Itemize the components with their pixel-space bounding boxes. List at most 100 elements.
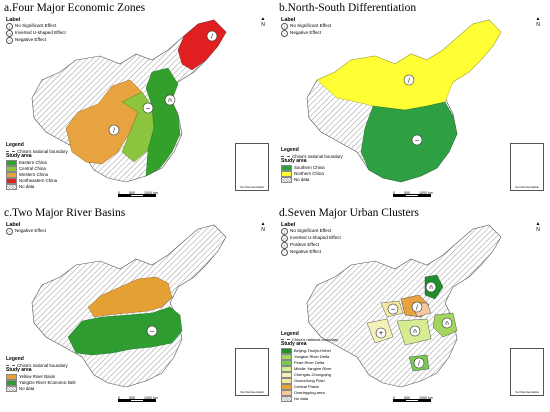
study-area-header: Study area <box>281 341 307 348</box>
negative-icon <box>411 134 423 146</box>
panel-four-economic-zones: / − ∩ / a.Four Major Economic Zones Label /… <box>2 2 273 205</box>
legend: Legend China's national boundary Study a… <box>6 142 68 190</box>
swatch-gp <box>281 377 292 384</box>
northeastern-china-region <box>177 19 227 71</box>
negative-icon <box>146 325 158 337</box>
compass: ▲ N <box>260 221 266 233</box>
marker-glyph: ∩ <box>168 97 172 104</box>
yangtze-river-belt-region <box>67 306 183 356</box>
no-significant-icon: / <box>6 23 13 30</box>
scale-bar <box>118 193 156 197</box>
panel-title: b.North-South Differentiation <box>279 2 417 14</box>
yellow-river-basin-region <box>87 276 173 318</box>
marker-glyph: / <box>416 304 419 311</box>
china-map: − <box>31 224 227 388</box>
inverted-u-icon <box>425 281 437 293</box>
label-header: Label <box>6 222 21 228</box>
inverted-u-icon: ∩ <box>6 30 13 37</box>
south-china-sea-inset: the China Sea Islands <box>510 348 544 396</box>
label-list: / No Significant Effect ∩ Inverted U-shape… <box>281 228 341 256</box>
panel-river-basins: − c.Two Major River Basins Label − Negati… <box>2 207 273 410</box>
marker-glyph: ∩ <box>413 328 417 335</box>
swatch-western <box>6 171 17 178</box>
no-significant-icon <box>206 30 218 42</box>
northern-china-region <box>316 19 502 111</box>
scale-bar <box>393 193 431 197</box>
south-china-sea-inset: the China Sea Islands <box>235 143 269 191</box>
boundary-line-icon <box>6 150 15 152</box>
swatch-nodata <box>6 385 17 392</box>
swatch-central <box>6 165 17 172</box>
swatch-eastern <box>6 159 17 166</box>
north-arrow-icon: ▲ <box>535 221 541 227</box>
china-map: / − ∩ / <box>31 19 227 183</box>
marker-glyph: − <box>390 306 395 313</box>
boundary-line-icon <box>6 364 15 366</box>
north-arrow-icon: ▲ <box>260 16 266 22</box>
no-significant-icon <box>411 301 423 313</box>
label-list: / No Significant Effect ∩ Inverted U-shape… <box>6 23 66 44</box>
legend: Legend China's national boundary Study a… <box>6 356 76 392</box>
no-significant-icon: / <box>281 228 288 235</box>
swatch-cp <box>281 383 292 390</box>
boundary-line-icon <box>281 339 290 341</box>
swatch-northern <box>281 170 292 177</box>
swatch-nodata <box>281 176 292 183</box>
marker-glyph: − <box>414 137 419 144</box>
marker-glyph: − <box>149 328 154 335</box>
no-significant-icon <box>108 124 120 136</box>
boundary-line-icon <box>281 155 290 157</box>
panel-title: c.Two Major River Basins <box>4 207 126 219</box>
marker-glyph: / <box>418 360 421 367</box>
legend: Legend China's national boundary Study a… <box>281 331 339 402</box>
scale-labels: 05001000 km <box>393 396 433 400</box>
negative-icon: − <box>281 30 288 37</box>
label-list: / No Significant Effect − Negative Effect <box>281 23 331 37</box>
marker-glyph: ∩ <box>445 320 449 327</box>
scale-bar <box>118 398 156 402</box>
negative-icon <box>142 102 154 114</box>
scale-bar <box>393 398 431 402</box>
swatch-yellow-river <box>6 373 17 380</box>
marker-glyph: / <box>408 77 411 84</box>
southern-china-region <box>360 101 458 183</box>
china-map: /− <box>306 19 502 183</box>
study-area-header: Study area <box>281 158 307 165</box>
marker-glyph: / <box>113 127 116 134</box>
panel-north-south: / − b.North-South Differentiation Label /… <box>277 2 548 205</box>
legend-header: Legend <box>6 356 24 362</box>
compass: ▲ N <box>260 16 266 28</box>
negative-icon: − <box>281 249 288 256</box>
negative-icon: − <box>6 228 13 235</box>
negative-icon <box>387 303 399 315</box>
inverted-u-icon: ∩ <box>281 235 288 242</box>
label-list: − Negative Effect <box>6 228 46 235</box>
inverted-u-icon <box>164 94 176 106</box>
north-arrow-icon: ▲ <box>535 16 541 22</box>
marker-glyph: ∩ <box>429 284 433 291</box>
positive-icon <box>375 327 387 339</box>
swatch-southern <box>281 164 292 171</box>
positive-icon: + <box>281 242 288 249</box>
scale-labels: 05001000 km <box>393 191 433 195</box>
swatch-overlap <box>281 389 292 396</box>
panel-title: d.Seven Major Urban Clusters <box>279 207 419 219</box>
north-arrow-icon: ▲ <box>260 221 266 227</box>
south-china-sea-inset: the China Sea Islands <box>235 348 269 396</box>
marker-glyph: − <box>145 105 150 112</box>
panel-urban-clusters: ∩ / − ∩ + ∩ / d.Seven Major Urban Clusters Lab… <box>277 207 548 410</box>
label-header: Label <box>281 222 296 228</box>
compass: ▲ N <box>535 221 541 233</box>
study-area-header: Study area <box>6 153 32 160</box>
no-significant-icon: / <box>281 23 288 30</box>
swatch-yrd <box>281 353 292 360</box>
inverted-u-icon <box>409 325 421 337</box>
scale-labels: 05001000 km <box>118 191 158 195</box>
swatch-northeastern <box>6 177 17 184</box>
scale-labels: 05001000 km <box>118 396 158 400</box>
marker-glyph: / <box>211 33 214 40</box>
swatch-nodata <box>281 395 292 402</box>
no-significant-icon <box>413 357 425 369</box>
swatch-myr <box>281 365 292 372</box>
south-china-sea-inset: the China Sea Islands <box>510 143 544 191</box>
